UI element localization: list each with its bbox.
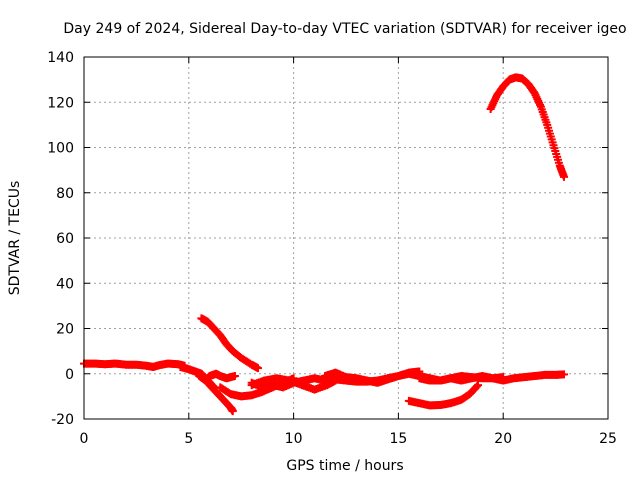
series-arc-g — [247, 374, 340, 394]
y-tick-label: 40 — [56, 276, 74, 292]
x-tick-label: 15 — [389, 431, 407, 447]
chart-title: Day 249 of 2024, Sidereal Day-to-day VTE… — [63, 21, 626, 37]
y-tick-label: 100 — [47, 141, 74, 157]
data-point — [230, 372, 239, 381]
series-arc-c — [197, 314, 262, 373]
x-tick-label: 25 — [599, 431, 617, 447]
data-point — [559, 370, 568, 379]
series-layer — [80, 73, 568, 416]
y-tick-label: 0 — [65, 367, 74, 383]
series-arc-j — [415, 372, 508, 385]
x-axis-label: GPS time / hours — [286, 458, 403, 474]
y-axis-label: SDTVAR / TECUs — [7, 181, 23, 296]
data-point — [474, 381, 483, 390]
series-arc-l — [486, 73, 568, 181]
x-tick-label: 20 — [494, 431, 512, 447]
y-tick-label: 20 — [56, 322, 74, 338]
data-point — [472, 382, 481, 391]
data-point — [559, 172, 568, 181]
data-point — [253, 364, 262, 373]
data-point — [331, 376, 340, 385]
y-tick-label: 80 — [56, 186, 74, 202]
data-point — [499, 373, 508, 382]
x-tick-label: 10 — [285, 431, 303, 447]
series-baseline — [80, 359, 189, 371]
y-tick-label: 120 — [47, 95, 74, 111]
data-point — [228, 407, 237, 416]
y-tick-label: -20 — [51, 412, 74, 428]
series-arc-d — [201, 369, 239, 385]
series-arc-k — [404, 381, 483, 410]
x-tick-label: 5 — [184, 431, 193, 447]
axis-ticks: 0 5 10 15 20 25 -20 0 20 40 60 80 100 120 140 — [47, 50, 617, 447]
y-tick-label: 60 — [56, 231, 74, 247]
y-tick-label: 140 — [47, 50, 74, 66]
x-tick-label: 0 — [80, 431, 89, 447]
